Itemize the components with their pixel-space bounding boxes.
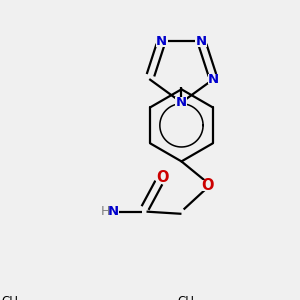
- Text: N: N: [208, 73, 219, 85]
- Text: CH₃: CH₃: [2, 295, 23, 300]
- Bar: [156, 173, 170, 184]
- Bar: [13, 296, 34, 300]
- Text: N: N: [196, 35, 207, 48]
- Text: O: O: [201, 178, 214, 193]
- Bar: [195, 36, 207, 46]
- Bar: [176, 97, 188, 108]
- Bar: [100, 206, 119, 217]
- Text: N: N: [176, 96, 187, 109]
- Text: O: O: [157, 170, 169, 185]
- Bar: [156, 36, 168, 46]
- Bar: [208, 74, 220, 85]
- Text: N: N: [108, 205, 119, 218]
- Bar: [167, 296, 189, 300]
- Bar: [201, 180, 214, 191]
- Text: H: H: [101, 205, 110, 218]
- Text: CH₃: CH₃: [178, 295, 200, 300]
- Text: N: N: [156, 35, 167, 48]
